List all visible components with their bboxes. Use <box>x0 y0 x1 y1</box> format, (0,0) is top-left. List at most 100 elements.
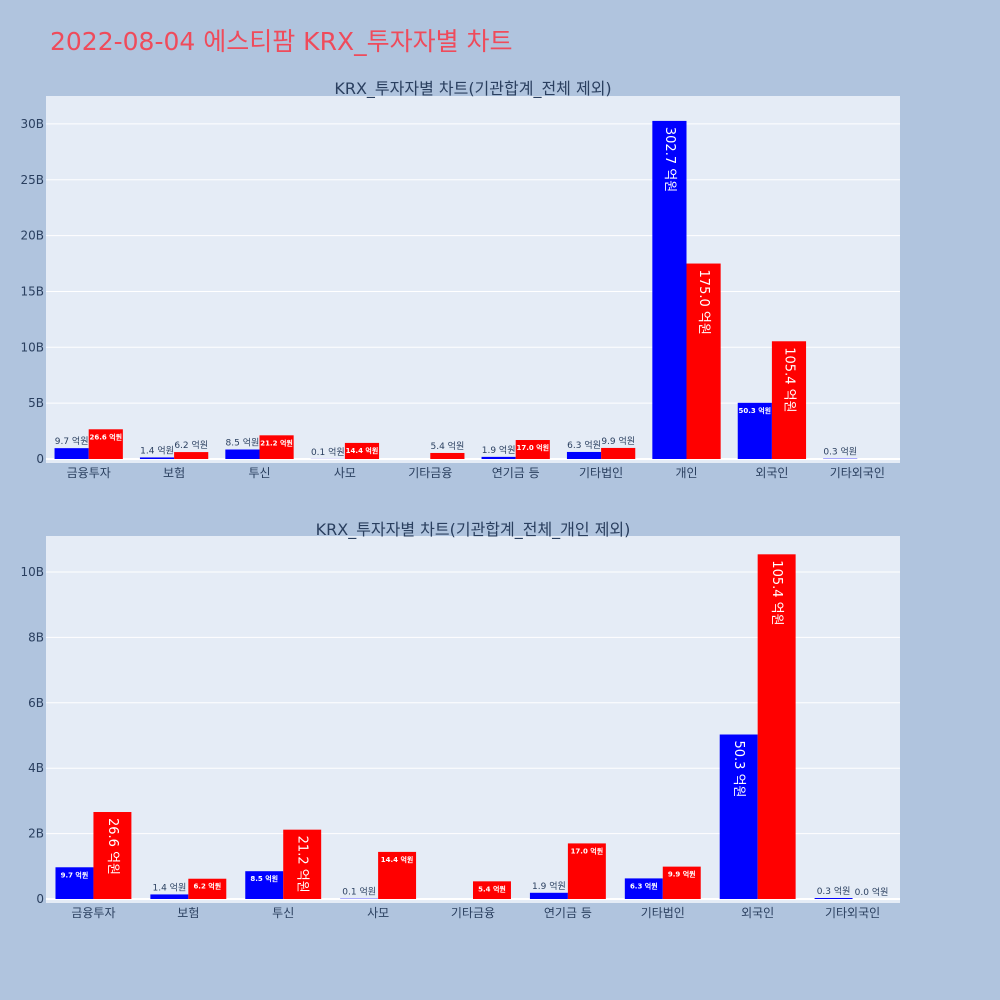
bar <box>174 452 209 459</box>
chart-1: 0 5B 10B 15B 20B 25B 30B KRX_투자자별 차트(기관합계_전체 제외… <box>20 79 900 480</box>
data-label: 26.6 억원 <box>89 432 122 441</box>
data-label: 9.7 억원 <box>55 435 89 447</box>
bar <box>225 449 260 459</box>
x-tick-label: 기타외국인 <box>830 466 885 480</box>
data-label: 1.4 억원 <box>140 444 174 456</box>
data-label: 1.9 억원 <box>482 444 516 456</box>
chart-title: KRX_투자자별 차트(기관합계_전체_개인 제외) <box>316 520 631 540</box>
bar <box>283 829 322 899</box>
data-label: 6.3 억원 <box>567 439 601 451</box>
data-label: 1.9 억원 <box>532 880 566 892</box>
x-tick-label: 개인 <box>675 466 697 480</box>
x-tick-label: 외국인 <box>755 466 788 480</box>
data-label: 105.4 억원 <box>781 347 796 412</box>
data-label: 175.0 억원 <box>696 270 711 335</box>
x-tick-label: 기타법인 <box>641 906 685 920</box>
bar <box>473 881 511 899</box>
y-tick-label: 2B <box>28 827 44 841</box>
data-label: 6.2 억원 <box>193 882 221 891</box>
bar <box>662 866 701 899</box>
x-tick-label: 금융투자 <box>71 906 115 920</box>
bar <box>93 812 132 899</box>
data-label: 14.4 억원 <box>381 855 414 864</box>
data-label: 0.3 억원 <box>817 885 851 897</box>
bar <box>567 843 606 899</box>
y-tick-label: 30B <box>20 117 44 131</box>
bar <box>771 341 807 459</box>
bar <box>430 452 465 459</box>
y-tick-label: 5B <box>28 396 44 410</box>
bar <box>515 440 550 459</box>
bar <box>814 898 853 899</box>
bar <box>150 894 189 899</box>
y-tick-label: 6B <box>28 696 44 710</box>
data-label: 9.7 억원 <box>61 870 89 879</box>
y-tick-label: 0 <box>36 452 44 466</box>
x-tick-label: 기타금융 <box>408 466 452 480</box>
data-label: 0.0 억원 <box>855 886 889 898</box>
y-tick-label: 8B <box>28 630 44 644</box>
y-tick-label: 10B <box>20 565 44 579</box>
data-label: 8.5 억원 <box>250 874 278 883</box>
data-label: 50.3 억원 <box>731 741 746 798</box>
data-label: 17.0 억원 <box>516 443 549 452</box>
bar <box>737 402 772 459</box>
chart-title: KRX_투자자별 차트(기관합계_전체 제외) <box>334 79 611 99</box>
bar <box>245 871 284 899</box>
data-label: 8.5 억원 <box>226 437 260 449</box>
bar <box>55 867 94 899</box>
y-tick-label: 10B <box>20 340 44 354</box>
data-label: 0.1 억원 <box>342 886 376 898</box>
bar <box>686 263 721 459</box>
data-label: 1.4 억원 <box>152 881 186 893</box>
data-label: 9.9 억원 <box>601 435 635 447</box>
bar <box>88 429 123 459</box>
bar <box>481 456 516 459</box>
bar <box>566 451 602 459</box>
x-tick-label: 외국인 <box>741 906 774 920</box>
bar <box>529 892 568 899</box>
bar <box>757 554 796 899</box>
data-label: 5.4 억원 <box>478 884 506 893</box>
x-tick-label: 금융투자 <box>67 466 111 480</box>
x-tick-label: 연기금 등 <box>544 906 592 920</box>
x-tick-label: 기타금융 <box>451 906 495 920</box>
data-label: 50.3 억원 <box>739 406 772 415</box>
bar <box>719 734 758 899</box>
data-label: 21.2 억원 <box>260 438 293 447</box>
bar <box>601 447 636 459</box>
bar <box>344 442 380 459</box>
data-label: 105.4 억원 <box>769 560 784 625</box>
x-tick-label: 보험 <box>163 466 185 480</box>
data-label: 17.0 억원 <box>571 846 604 855</box>
x-tick-label: 기타법인 <box>579 466 623 480</box>
x-tick-label: 투신 <box>272 906 294 920</box>
data-label: 302.7 억원 <box>662 127 677 192</box>
x-tick-label: 사모 <box>334 466 356 480</box>
x-tick-label: 연기금 등 <box>492 466 540 480</box>
data-label: 26.6 억원 <box>105 818 120 875</box>
data-label: 0.1 억원 <box>311 446 345 458</box>
chart-2: 0 2B 4B 6B 8B 10B KRX_투자자별 차트(기관합계_전체_개인 제외) 금융… <box>20 520 900 920</box>
bar <box>54 448 89 459</box>
bar <box>188 878 227 899</box>
y-tick-label: 25B <box>20 173 44 187</box>
bar <box>259 435 294 459</box>
x-tick-label: 투신 <box>248 466 270 480</box>
data-label: 6.3 억원 <box>630 881 658 890</box>
data-label: 21.2 억원 <box>295 836 310 893</box>
y-tick-label: 4B <box>28 761 44 775</box>
bar <box>378 851 417 899</box>
x-tick-label: 보험 <box>177 906 199 920</box>
y-tick-label: 20B <box>20 229 44 243</box>
data-label: 6.2 억원 <box>174 439 208 451</box>
plot-area <box>46 96 900 463</box>
x-tick-label: 기타외국인 <box>825 906 880 920</box>
bar <box>624 878 663 899</box>
data-label: 14.4 억원 <box>346 446 379 455</box>
page-title: 2022-08-04 에스티팜 KRX_투자자별 차트 <box>50 27 513 56</box>
data-label: 5.4 억원 <box>431 440 465 452</box>
y-tick-label: 15B <box>20 284 44 298</box>
data-label: 0.3 억원 <box>823 446 857 458</box>
